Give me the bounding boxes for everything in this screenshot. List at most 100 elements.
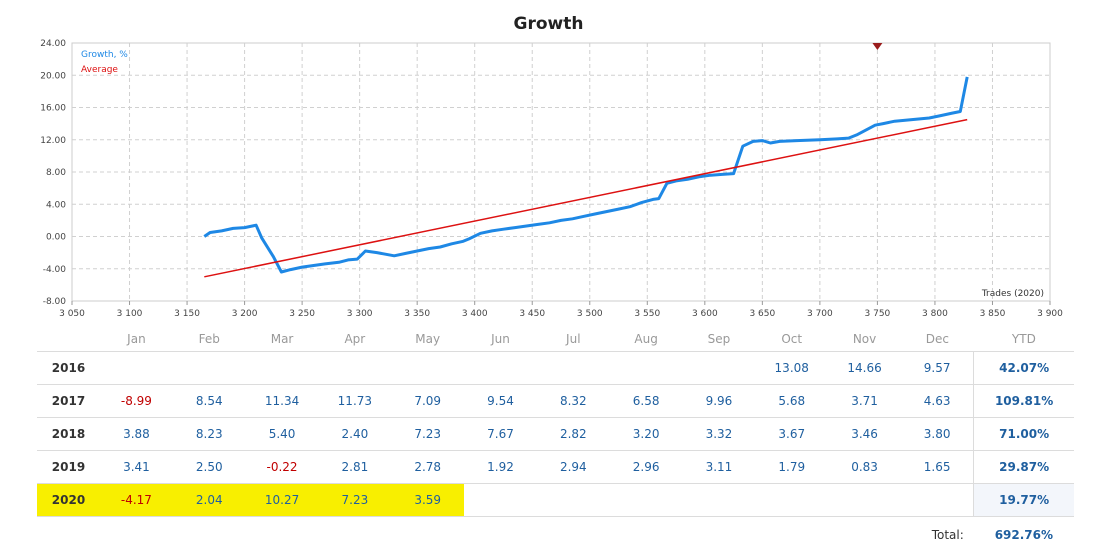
- return-cell: 13.08: [755, 351, 829, 385]
- x-tick-label: 3 100: [117, 309, 143, 319]
- x-tick-label: 3 350: [404, 309, 430, 319]
- month-header: Apr: [344, 332, 366, 346]
- table-row: 2016 13.08 14.66 9.57 42.07%: [37, 351, 1074, 385]
- x-tick-label: 3 250: [289, 309, 315, 319]
- return-cell: [609, 351, 683, 385]
- y-tick-label: 4.00: [46, 200, 66, 210]
- month-header: Aug: [634, 332, 658, 346]
- table-row: 2019 3.41 2.50 -0.22 2.81 2.78 1.92 2.94 2.96 3.1…: [37, 450, 1074, 484]
- ytd-cell: 42.07%: [973, 351, 1074, 385]
- month-header: Jul: [566, 332, 581, 346]
- growth-chart: 24.00 20.00 16.00 12.00 8.00 4.00 0.00 -4.00 -8.…: [40, 39, 1063, 319]
- return-cell: 10.27: [245, 483, 319, 517]
- return-cell: 5.40: [245, 417, 319, 451]
- return-cell: [464, 483, 537, 517]
- return-cell: 3.32: [682, 417, 756, 451]
- return-cell: 11.73: [318, 384, 392, 418]
- return-cell: [609, 483, 683, 517]
- x-tick-label: 3 500: [577, 309, 603, 319]
- x-tick-label: 3 450: [519, 309, 545, 319]
- x-tick-label: 3 800: [922, 309, 948, 319]
- return-cell: 7.67: [464, 417, 537, 451]
- return-cell: 7.23: [391, 417, 465, 451]
- ytd-cell: 109.81%: [973, 384, 1074, 418]
- return-cell: 6.58: [609, 384, 683, 418]
- event-marker: [872, 43, 883, 50]
- y-tick-label: 24.00: [40, 39, 66, 49]
- return-cell: 3.71: [828, 384, 901, 418]
- month-header: Feb: [198, 332, 220, 346]
- total-value: 692.76%: [994, 528, 1054, 542]
- table-header-row: Jan Feb Mar Apr May Jun Jul Aug Sep Oct Nov Dec YTD: [37, 327, 1074, 352]
- month-header: Oct: [781, 332, 803, 346]
- table-row: 2017 -8.99 8.54 11.34 11.73 7.09 9.54 8.32 6.58 9…: [37, 384, 1074, 418]
- year-cell: 2020: [37, 483, 101, 517]
- return-cell: 14.66: [828, 351, 901, 385]
- x-tick-label: 3 050: [59, 309, 85, 319]
- return-cell: 9.57: [900, 351, 974, 385]
- year-cell: 2018: [37, 417, 101, 451]
- return-cell: 1.79: [755, 450, 829, 484]
- return-cell: 3.67: [755, 417, 829, 451]
- return-cell: 2.96: [609, 450, 683, 484]
- return-cell: 7.09: [391, 384, 465, 418]
- y-tick-label: 20.00: [40, 71, 66, 81]
- ytd-header: YTD: [1011, 332, 1036, 346]
- return-cell: -8.99: [100, 384, 173, 418]
- table-row: 2018 3.88 8.23 5.40 2.40 7.23 7.67 2.82 3.20 3.32…: [37, 417, 1074, 451]
- legend-entry: Growth, %: [81, 50, 128, 60]
- y-tick-label: 12.00: [40, 136, 66, 146]
- return-cell: 0.83: [828, 450, 901, 484]
- return-cell: 1.92: [464, 450, 537, 484]
- return-cell: 11.34: [245, 384, 319, 418]
- return-cell: [536, 483, 610, 517]
- return-cell: [245, 351, 319, 385]
- return-cell: 8.23: [172, 417, 246, 451]
- x-tick-label: 3 200: [232, 309, 258, 319]
- return-cell: 2.50: [172, 450, 246, 484]
- year-cell: 2019: [37, 450, 101, 484]
- ytd-cell: 71.00%: [973, 417, 1074, 451]
- return-cell: 3.88: [100, 417, 173, 451]
- x-axis-caption: Trades (2020): [981, 289, 1044, 299]
- x-tick-label: 3 300: [347, 309, 373, 319]
- monthly-returns-table: Jan Feb Mar Apr May Jun Jul Aug Sep Oct Nov Dec YTD …: [37, 327, 1074, 553]
- y-tick-label: 8.00: [46, 168, 66, 178]
- plot-area: [71, 42, 1051, 302]
- x-tick-label: 3 150: [174, 309, 200, 319]
- month-header: Sep: [707, 332, 731, 346]
- return-cell: 2.78: [391, 450, 465, 484]
- chart-title: Growth: [513, 14, 584, 34]
- x-tick-label: 3 700: [807, 309, 833, 319]
- return-cell: 2.40: [318, 417, 392, 451]
- return-cell: [318, 351, 392, 385]
- return-cell: [682, 351, 756, 385]
- return-cell: 3.80: [900, 417, 974, 451]
- return-cell: 3.41: [100, 450, 173, 484]
- return-cell: 1.65: [900, 450, 974, 484]
- return-cell: 7.23: [318, 483, 392, 517]
- series-line-1: [204, 118, 968, 278]
- y-tick-label: -4.00: [43, 265, 67, 275]
- year-header: [37, 327, 100, 352]
- return-cell: -4.17: [100, 483, 173, 517]
- return-cell: [900, 483, 974, 517]
- year-cell: 2017: [37, 384, 101, 418]
- legend-entry: Average: [81, 65, 118, 75]
- x-tick-label: 3 750: [865, 309, 891, 319]
- return-cell: 2.82: [536, 417, 610, 451]
- return-cell: [682, 483, 756, 517]
- return-cell: 2.94: [536, 450, 610, 484]
- return-cell: [828, 483, 901, 517]
- month-header: Nov: [852, 332, 877, 346]
- x-tick-label: 3 650: [749, 309, 775, 319]
- return-cell: 3.11: [682, 450, 756, 484]
- month-header: Jan: [127, 332, 146, 346]
- return-cell: [536, 351, 610, 385]
- return-cell: 8.32: [536, 384, 610, 418]
- ytd-cell: 19.77%: [973, 483, 1074, 517]
- return-cell: 9.54: [464, 384, 537, 418]
- x-tick-label: 3 550: [634, 309, 660, 319]
- y-tick-label: 0.00: [46, 233, 66, 243]
- return-cell: [464, 351, 537, 385]
